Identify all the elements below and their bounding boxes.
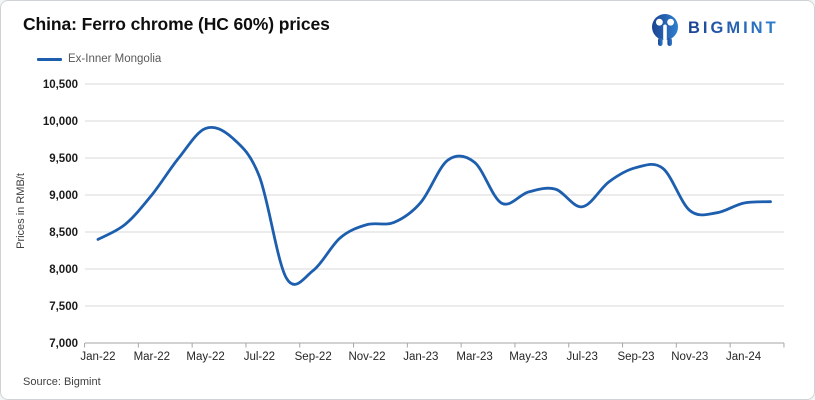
y-tick-label: 10,500 <box>43 79 78 91</box>
source-note: Source: Bigmint <box>23 376 101 388</box>
y-tick-label: 8,500 <box>49 227 78 239</box>
x-tick-label: Jan-22 <box>80 351 115 363</box>
y-tick-label: 10,000 <box>43 116 78 128</box>
y-tick-label: 9,500 <box>49 153 78 165</box>
x-tick-label: Sep-23 <box>617 351 654 363</box>
y-tick-label: 8,000 <box>49 264 78 276</box>
y-tick-label: 7,500 <box>49 301 78 313</box>
bigmint-logo: BIGMINT <box>652 14 779 46</box>
x-tick-label: Sep-22 <box>295 351 332 363</box>
x-tick-label: Jul-23 <box>567 351 598 363</box>
bigmint-logo-text: BIGMINT <box>688 19 779 37</box>
x-tick-label: May-23 <box>509 351 547 363</box>
legend-series-label: Ex-Inner Mongolia <box>68 53 162 65</box>
x-tick-label: Jul-22 <box>244 351 275 363</box>
page-title: China: Ferro chrome (HC 60%) prices <box>23 14 330 34</box>
x-tick-label: Jan-23 <box>403 351 438 363</box>
x-tick-label: Nov-22 <box>348 351 385 363</box>
x-tick-label: Mar-23 <box>456 351 492 363</box>
x-tick-label: Jan-24 <box>726 351 762 363</box>
legend-line-swatch <box>37 57 62 61</box>
x-tick-label: May-22 <box>186 351 224 363</box>
bigmint-logo-icon <box>652 14 678 46</box>
series-line-ex-inner-mongolia <box>96 125 772 286</box>
y-tick-label: 7,000 <box>49 338 78 350</box>
y-tick-label: 9,000 <box>49 190 78 202</box>
x-tick-label: Nov-23 <box>671 351 708 363</box>
chart-legend: Ex-Inner Mongolia <box>37 53 161 65</box>
x-tick-label: Mar-22 <box>134 351 170 363</box>
